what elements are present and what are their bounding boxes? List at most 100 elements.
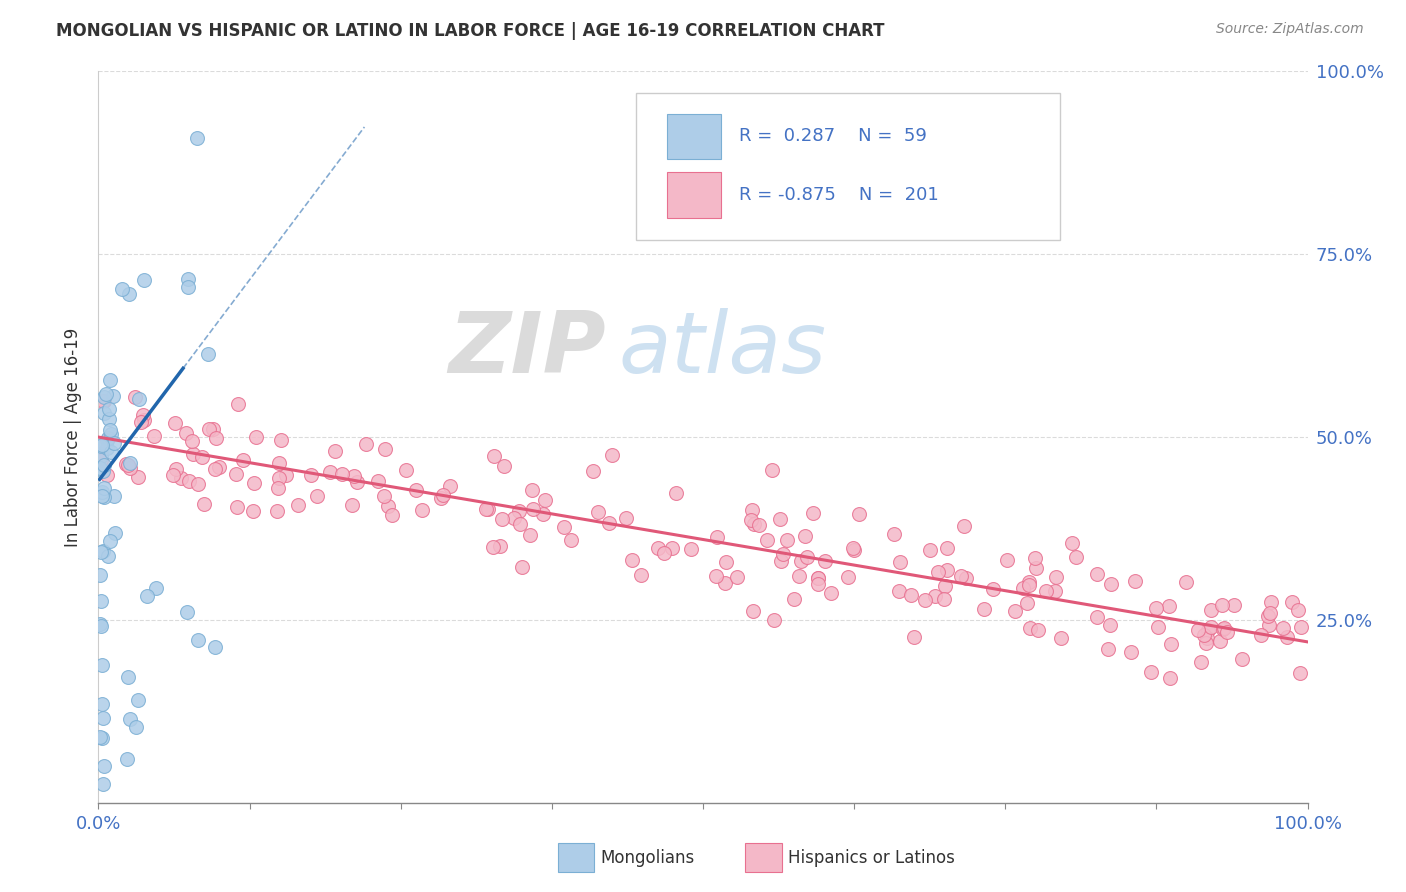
- Point: [600, 449, 623, 463]
- Point: [787, 569, 810, 583]
- Point: [103, 489, 125, 503]
- Point: [90, 449, 112, 463]
- Point: [820, 586, 842, 600]
- Point: [98, 402, 121, 417]
- Point: [900, 588, 922, 602]
- Point: [90, 619, 112, 633]
- Point: [432, 488, 454, 502]
- Point: [1223, 598, 1246, 612]
- Point: [903, 630, 925, 644]
- Point: [242, 503, 264, 517]
- Point: [93, 394, 115, 409]
- Point: [714, 575, 737, 590]
- Point: [1195, 636, 1218, 650]
- Point: [1260, 595, 1282, 609]
- Point: [755, 533, 778, 548]
- Point: [714, 556, 737, 570]
- Point: [1197, 623, 1219, 637]
- Point: [1288, 665, 1310, 680]
- Point: [983, 582, 1005, 596]
- Point: [367, 474, 389, 488]
- Point: [949, 569, 972, 583]
- Point: [782, 592, 804, 607]
- Point: [484, 449, 506, 463]
- Point: [186, 632, 208, 647]
- Point: [740, 513, 762, 527]
- Point: [129, 415, 152, 429]
- Point: [1147, 620, 1170, 634]
- Point: [163, 417, 186, 431]
- Point: [118, 287, 141, 301]
- Point: [741, 502, 763, 516]
- Point: [193, 497, 215, 511]
- Point: [225, 467, 247, 482]
- Point: [93, 490, 115, 504]
- Point: [97, 549, 120, 564]
- Point: [187, 477, 209, 491]
- Point: [995, 553, 1018, 567]
- Point: [181, 434, 204, 448]
- Point: [439, 479, 461, 493]
- Point: [89, 567, 111, 582]
- Point: [307, 489, 329, 503]
- Point: [616, 511, 638, 525]
- Point: [197, 347, 219, 361]
- Point: [807, 571, 830, 585]
- Point: [115, 751, 138, 765]
- Point: [100, 445, 122, 459]
- Point: [522, 501, 544, 516]
- Bar: [558, 843, 595, 872]
- Bar: [666, 172, 721, 218]
- Bar: [745, 843, 782, 872]
- Point: [918, 542, 941, 557]
- Point: [131, 408, 153, 422]
- Point: [973, 602, 995, 616]
- Point: [325, 443, 347, 458]
- Point: [89, 460, 111, 475]
- Point: [1004, 604, 1026, 618]
- Point: [1289, 620, 1312, 634]
- Point: [198, 422, 221, 436]
- Point: [661, 541, 683, 555]
- Point: [266, 504, 288, 518]
- Point: [267, 481, 290, 495]
- Point: [94, 386, 117, 401]
- Y-axis label: In Labor Force | Age 16-19: In Labor Force | Age 16-19: [65, 327, 83, 547]
- Point: [91, 777, 114, 791]
- Point: [128, 392, 150, 407]
- Point: [706, 568, 728, 582]
- Point: [124, 390, 146, 404]
- Point: [176, 605, 198, 619]
- Point: [430, 491, 453, 506]
- Point: [96, 441, 118, 455]
- Point: [769, 554, 792, 568]
- Point: [582, 464, 605, 478]
- Point: [796, 550, 818, 565]
- Point: [1018, 574, 1040, 589]
- Point: [620, 553, 643, 567]
- Point: [176, 280, 198, 294]
- Point: [93, 458, 115, 472]
- Point: [1174, 574, 1197, 589]
- Point: [132, 273, 155, 287]
- Point: [927, 565, 949, 579]
- Point: [125, 720, 148, 734]
- Point: [1212, 622, 1234, 636]
- Point: [395, 463, 418, 477]
- Point: [1026, 623, 1049, 637]
- Point: [742, 516, 765, 531]
- Point: [1066, 550, 1088, 565]
- Point: [1157, 599, 1180, 613]
- FancyBboxPatch shape: [637, 94, 1060, 240]
- Point: [90, 439, 112, 453]
- Point: [748, 518, 770, 533]
- Point: [91, 544, 114, 558]
- Point: [801, 506, 824, 520]
- Point: [725, 570, 748, 584]
- Point: [93, 711, 115, 725]
- Point: [120, 712, 142, 726]
- Point: [652, 545, 675, 559]
- Text: MONGOLIAN VS HISPANIC OR LATINO IN LABOR FORCE | AGE 16-19 CORRELATION CHART: MONGOLIAN VS HISPANIC OR LATINO IN LABOR…: [56, 22, 884, 40]
- Point: [226, 397, 249, 411]
- Point: [553, 519, 575, 533]
